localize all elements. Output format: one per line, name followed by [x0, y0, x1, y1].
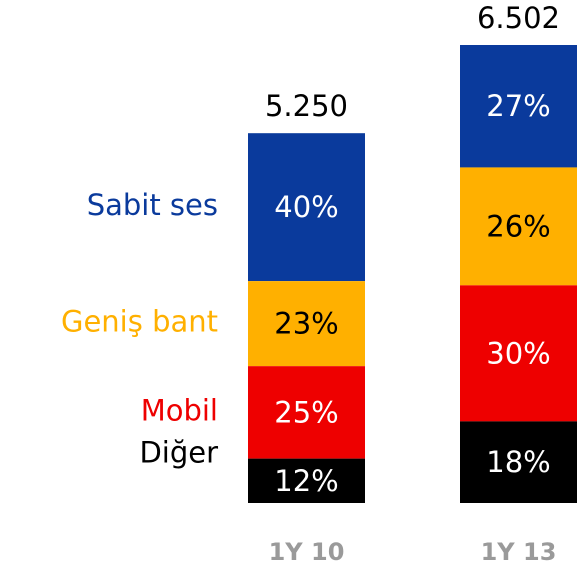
x-tick-label: 1Y 13	[481, 538, 557, 566]
bar-segment	[248, 366, 365, 459]
segment-label: 12%	[274, 464, 338, 498]
legend-label: Diğer	[139, 436, 218, 470]
legend-label: Geniş bant	[61, 305, 218, 339]
bar-segment	[460, 285, 577, 422]
x-tick-label: 1Y 10	[269, 538, 345, 566]
legend-label: Mobil	[141, 393, 218, 427]
segment-label: 30%	[486, 336, 550, 370]
bar-segment	[460, 167, 577, 286]
segment-label: 40%	[274, 190, 338, 224]
segment-label: 25%	[274, 395, 338, 429]
legend-label: Sabit ses	[87, 188, 218, 222]
segment-label: 26%	[486, 209, 550, 243]
total-label: 6.502	[477, 1, 560, 35]
bar-segment	[460, 45, 577, 168]
total-label: 5.250	[265, 89, 348, 123]
bar-segment	[248, 281, 365, 367]
bar-segment	[460, 421, 577, 503]
segment-label: 18%	[486, 445, 550, 479]
segment-label: 23%	[274, 307, 338, 341]
bar-segment	[248, 458, 365, 503]
bar-segment	[248, 133, 365, 282]
segment-label: 27%	[486, 89, 550, 123]
